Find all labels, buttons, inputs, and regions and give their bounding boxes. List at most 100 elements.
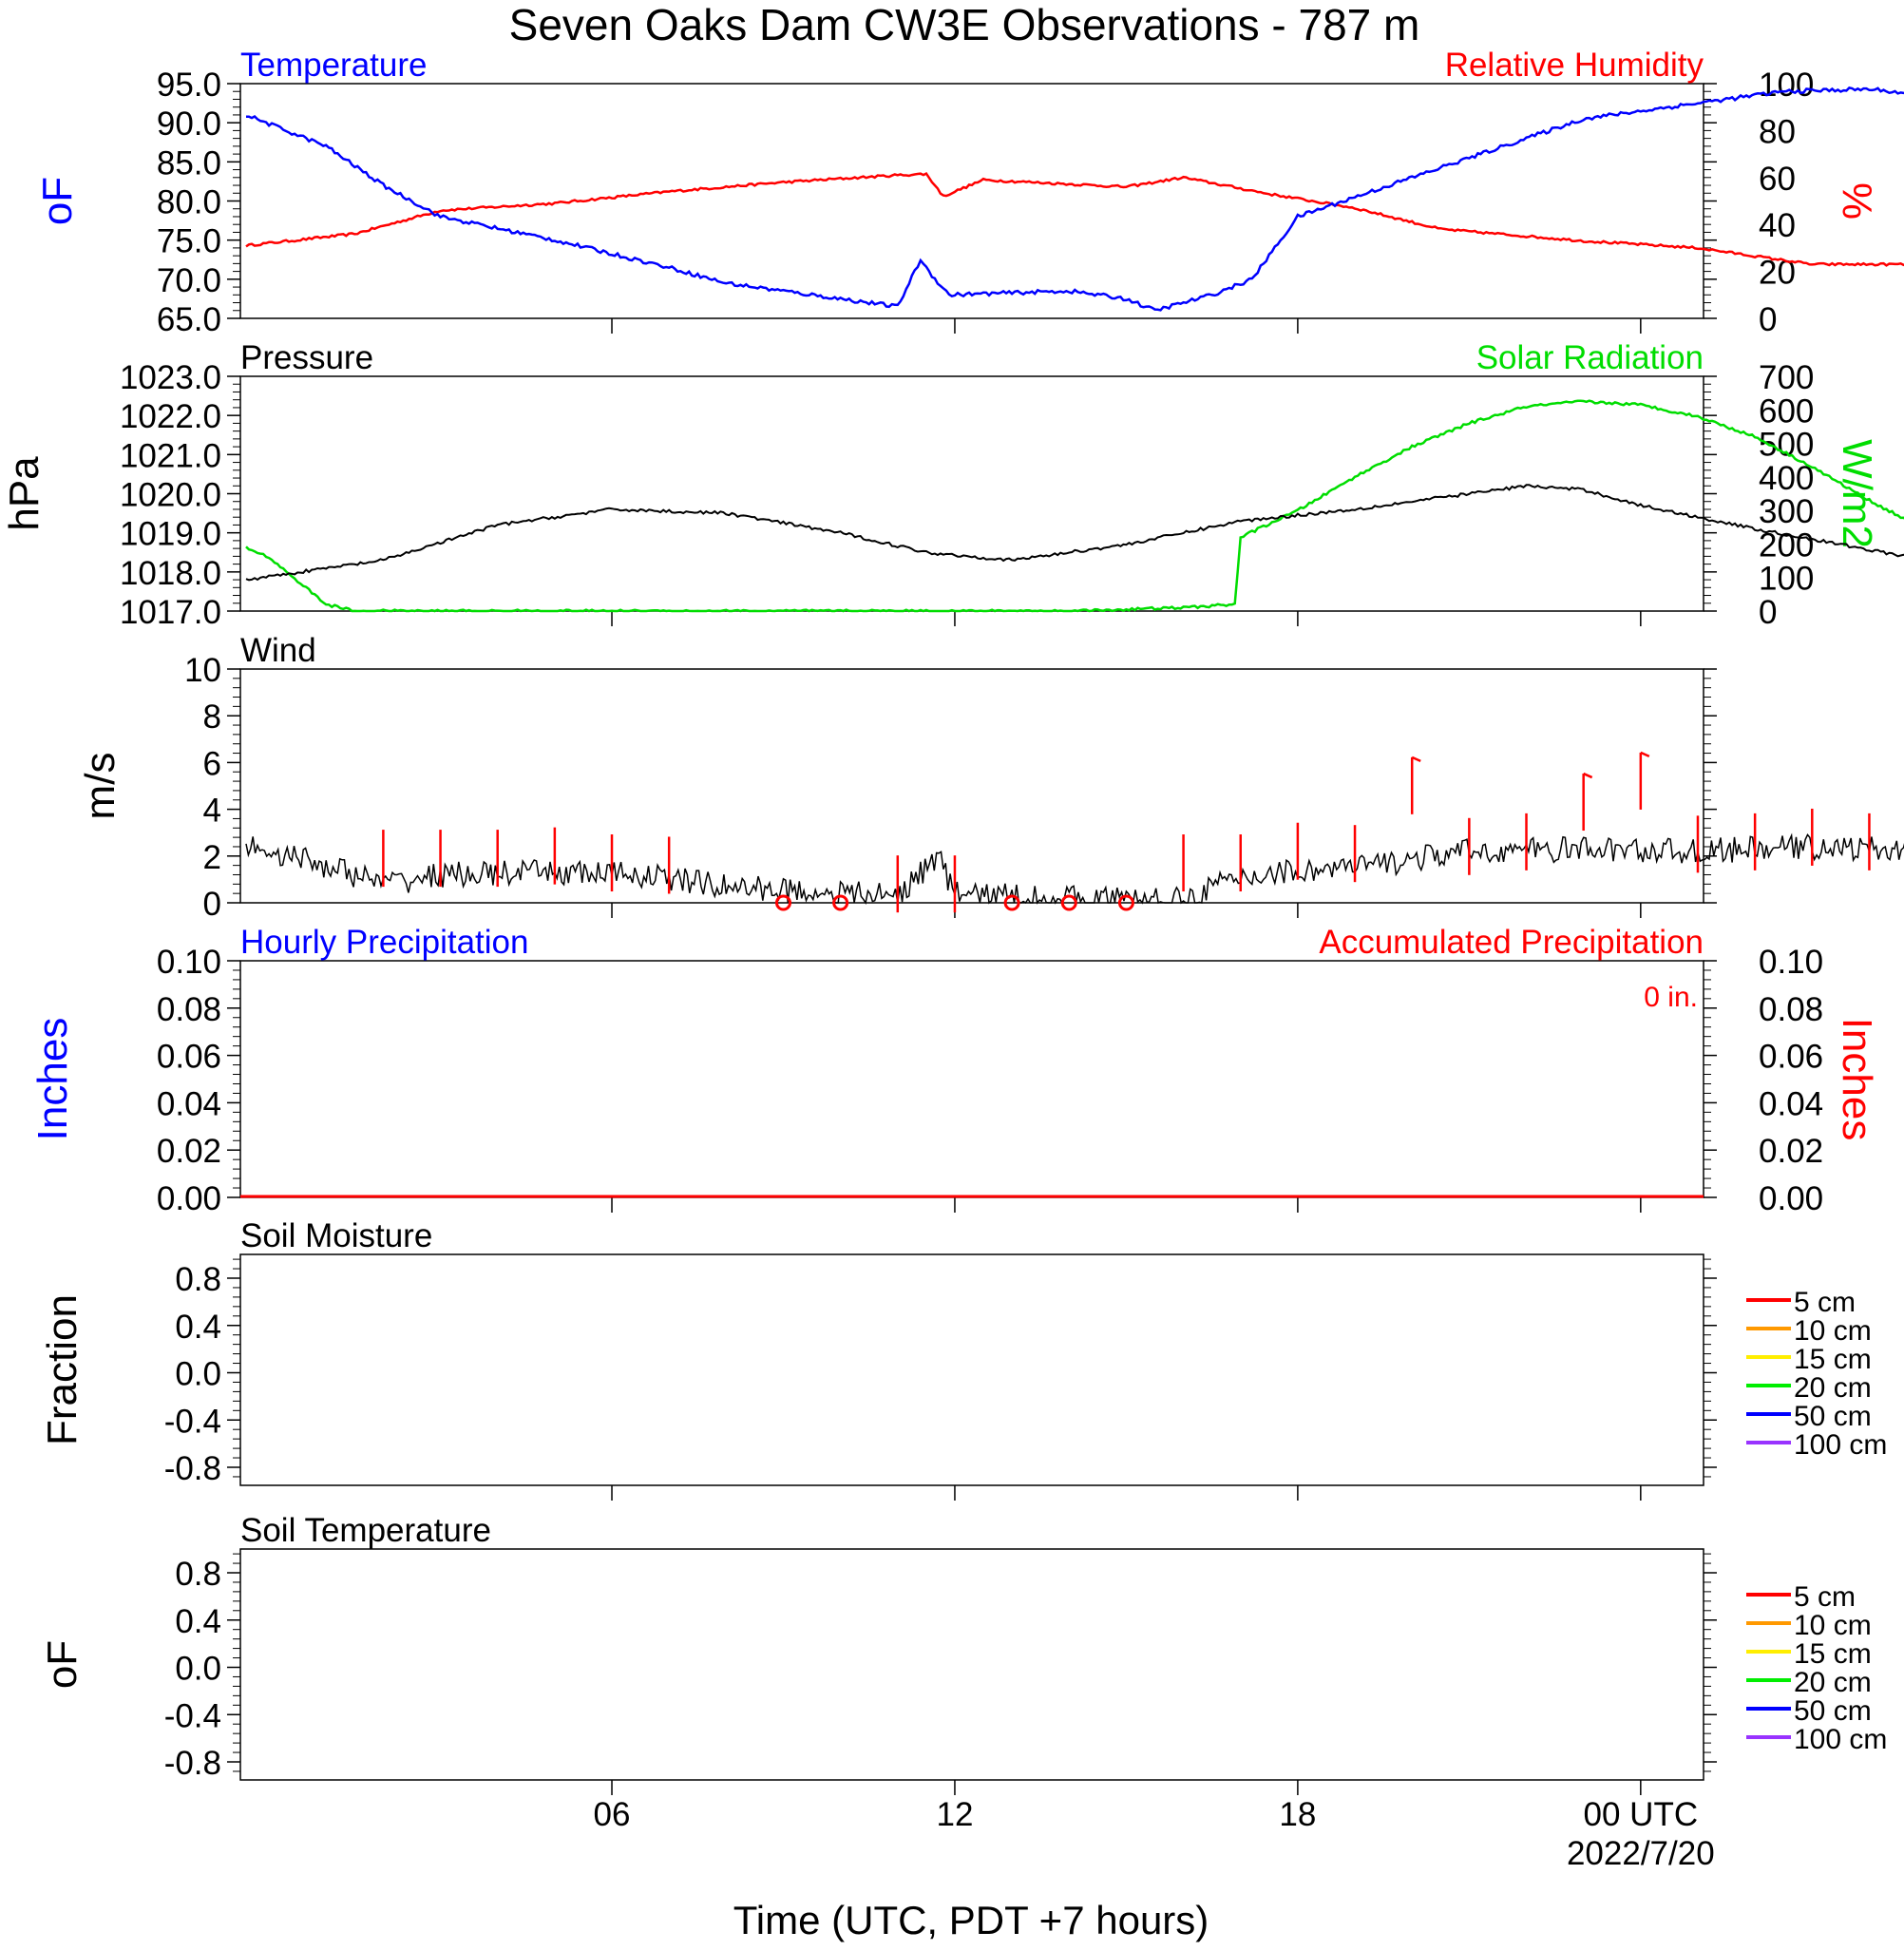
y-tick-label: 1020.0 [120,477,221,514]
panel-soil_temperature: 0.8 0.4 0.0 -0.4 -0.8 Soil Temperature oF 5 cm 1… [39,1512,1887,1795]
y-tick-label: 1023.0 [120,359,221,396]
humidity-series-line [245,171,1904,267]
y-tick-label: -0.4 [164,1403,221,1440]
y-tick-label: 80.0 [157,184,221,221]
x-tick-date-label: 2022/7/20 [1567,1835,1715,1872]
calm-wind-circle [1003,894,1020,911]
panel-title-right: Relative Humidity [1445,47,1704,84]
y2-tick-label: 0.10 [1759,944,1823,981]
y-tick-label: 2 [203,839,221,876]
y-tick-label: 0.06 [157,1039,221,1076]
panel-frame [239,1548,1704,1781]
y2-tick-label: 100 [1759,67,1814,104]
y2-tick-label: 400 [1759,460,1814,497]
legend-label: 20 cm [1794,1372,1872,1404]
y2-tick-label: 300 [1759,493,1814,530]
legend-label: 50 cm [1794,1695,1872,1727]
y-tick-label: 95.0 [157,67,221,104]
y-tick-label: 0.8 [175,1261,221,1298]
y-tick-label: 0.8 [175,1556,221,1593]
panel-frame [239,668,1704,904]
calm-wind-circle [832,894,849,911]
x-tick-label: 00 UTC [1584,1796,1699,1833]
y-tick-label: 1017.0 [120,594,221,631]
y-tick-label: 8 [203,698,221,736]
legend-label: 10 cm [1794,1315,1872,1347]
panel-title-right: Accumulated Precipitation [1319,924,1704,961]
panel-title-left: Pressure [240,339,373,376]
legend-label: 5 cm [1794,1287,1856,1318]
legend-label: 20 cm [1794,1667,1872,1698]
panel-frame [239,1253,1704,1486]
y-tick-label: 65.0 [157,301,221,338]
y-tick-label: 1022.0 [120,398,221,435]
wind-speed-line [245,832,1904,906]
y2-tick-label: 80 [1759,113,1796,150]
legend-label: 100 cm [1794,1429,1887,1461]
y-tick-label: -0.8 [164,1450,221,1487]
y-tick-label: 70.0 [157,262,221,299]
legend-label: 15 cm [1794,1344,1872,1375]
y-tick-label: 0.04 [157,1085,221,1122]
y2-tick-label: 0 [1759,594,1777,631]
y-tick-label: 0.4 [175,1309,221,1346]
y2-tick-label: 700 [1759,359,1814,396]
y2-tick-label: 0.02 [1759,1133,1823,1170]
panel-soil_moisture: 0.8 0.4 0.0 -0.4 -0.8 Soil Moisture Fraction 5 … [39,1217,1887,1501]
y-tick-label: 0.0 [175,1651,221,1688]
y2-axis-unit: Inches [1834,1018,1880,1141]
y2-tick-label: 200 [1759,526,1814,564]
temperature-series-line [246,86,1904,312]
y2-tick-label: 60 [1759,161,1796,198]
y-tick-label: 1019.0 [120,516,221,553]
y-tick-label: 90.0 [157,105,221,143]
y-tick-label: 0.0 [175,1356,221,1393]
panel-title-left: Soil Temperature [240,1512,491,1549]
y2-tick-label: 0.00 [1759,1180,1823,1217]
y-tick-label: 75.0 [157,223,221,260]
calm-wind-circle [1117,894,1134,911]
y-axis-unit: Fraction [39,1294,86,1445]
panel-pressure_solar: 1023.01022.01021.01020.01019.01018.01017… [1,339,1904,631]
y-tick-label: 10 [184,652,221,689]
panel-frame [239,960,1704,1198]
x-axis-title: Time (UTC, PDT +7 hours) [733,1898,1209,1942]
y-tick-label: 0.08 [157,991,221,1028]
panel-frame [239,375,1704,612]
y2-tick-label: 0.04 [1759,1085,1823,1122]
y-tick-label: 0 [203,886,221,923]
legend-label: 50 cm [1794,1401,1872,1432]
y-axis-unit: m/s [77,753,124,820]
panel-temp_rh: 95.090.085.080.075.070.065.0100806040200… [34,47,1904,338]
y2-tick-label: 0.06 [1759,1039,1823,1076]
calm-wind-circle [1060,894,1077,911]
panel-title-right: Solar Radiation [1476,339,1704,376]
y-tick-label: 0.10 [157,944,221,981]
panel-frame [239,83,1704,319]
legend-label: 100 cm [1794,1724,1887,1755]
y-tick-label: 0.02 [157,1133,221,1170]
panel-title-left: Hourly Precipitation [240,924,528,961]
wind-barb-flag [1640,751,1650,758]
y-tick-label: 0.4 [175,1603,221,1640]
panel-title-left: Soil Moisture [240,1217,432,1254]
panel-title-left: Wind [240,632,316,669]
y-axis-unit: Inches [29,1018,76,1141]
y2-tick-label: 0.08 [1759,991,1823,1028]
y-tick-label: -0.8 [164,1745,221,1782]
panel-precip: 0.10 0.08 0.06 0.04 0.02 0.00 0.10 0.08 0.06 0.04… [29,924,1880,1217]
legend-label: 15 cm [1794,1638,1872,1670]
y-tick-label: 0.00 [157,1180,221,1217]
panel-wind: 10 8 6 4 2 0 Wind m/s [77,632,1904,923]
legend-label: 5 cm [1794,1581,1856,1613]
y2-axis-unit: % [1834,182,1880,220]
y-tick-label: -0.4 [164,1697,221,1734]
y-axis-unit: hPa [1,456,48,531]
y-axis-unit: oF [39,1640,86,1689]
x-tick-label: 18 [1279,1796,1316,1833]
pressure-series-line [245,484,1904,582]
wind-barb-flag [1411,756,1421,762]
y-tick-label: 1018.0 [120,555,221,592]
accumulated-value-label: 0 in. [1644,982,1698,1013]
